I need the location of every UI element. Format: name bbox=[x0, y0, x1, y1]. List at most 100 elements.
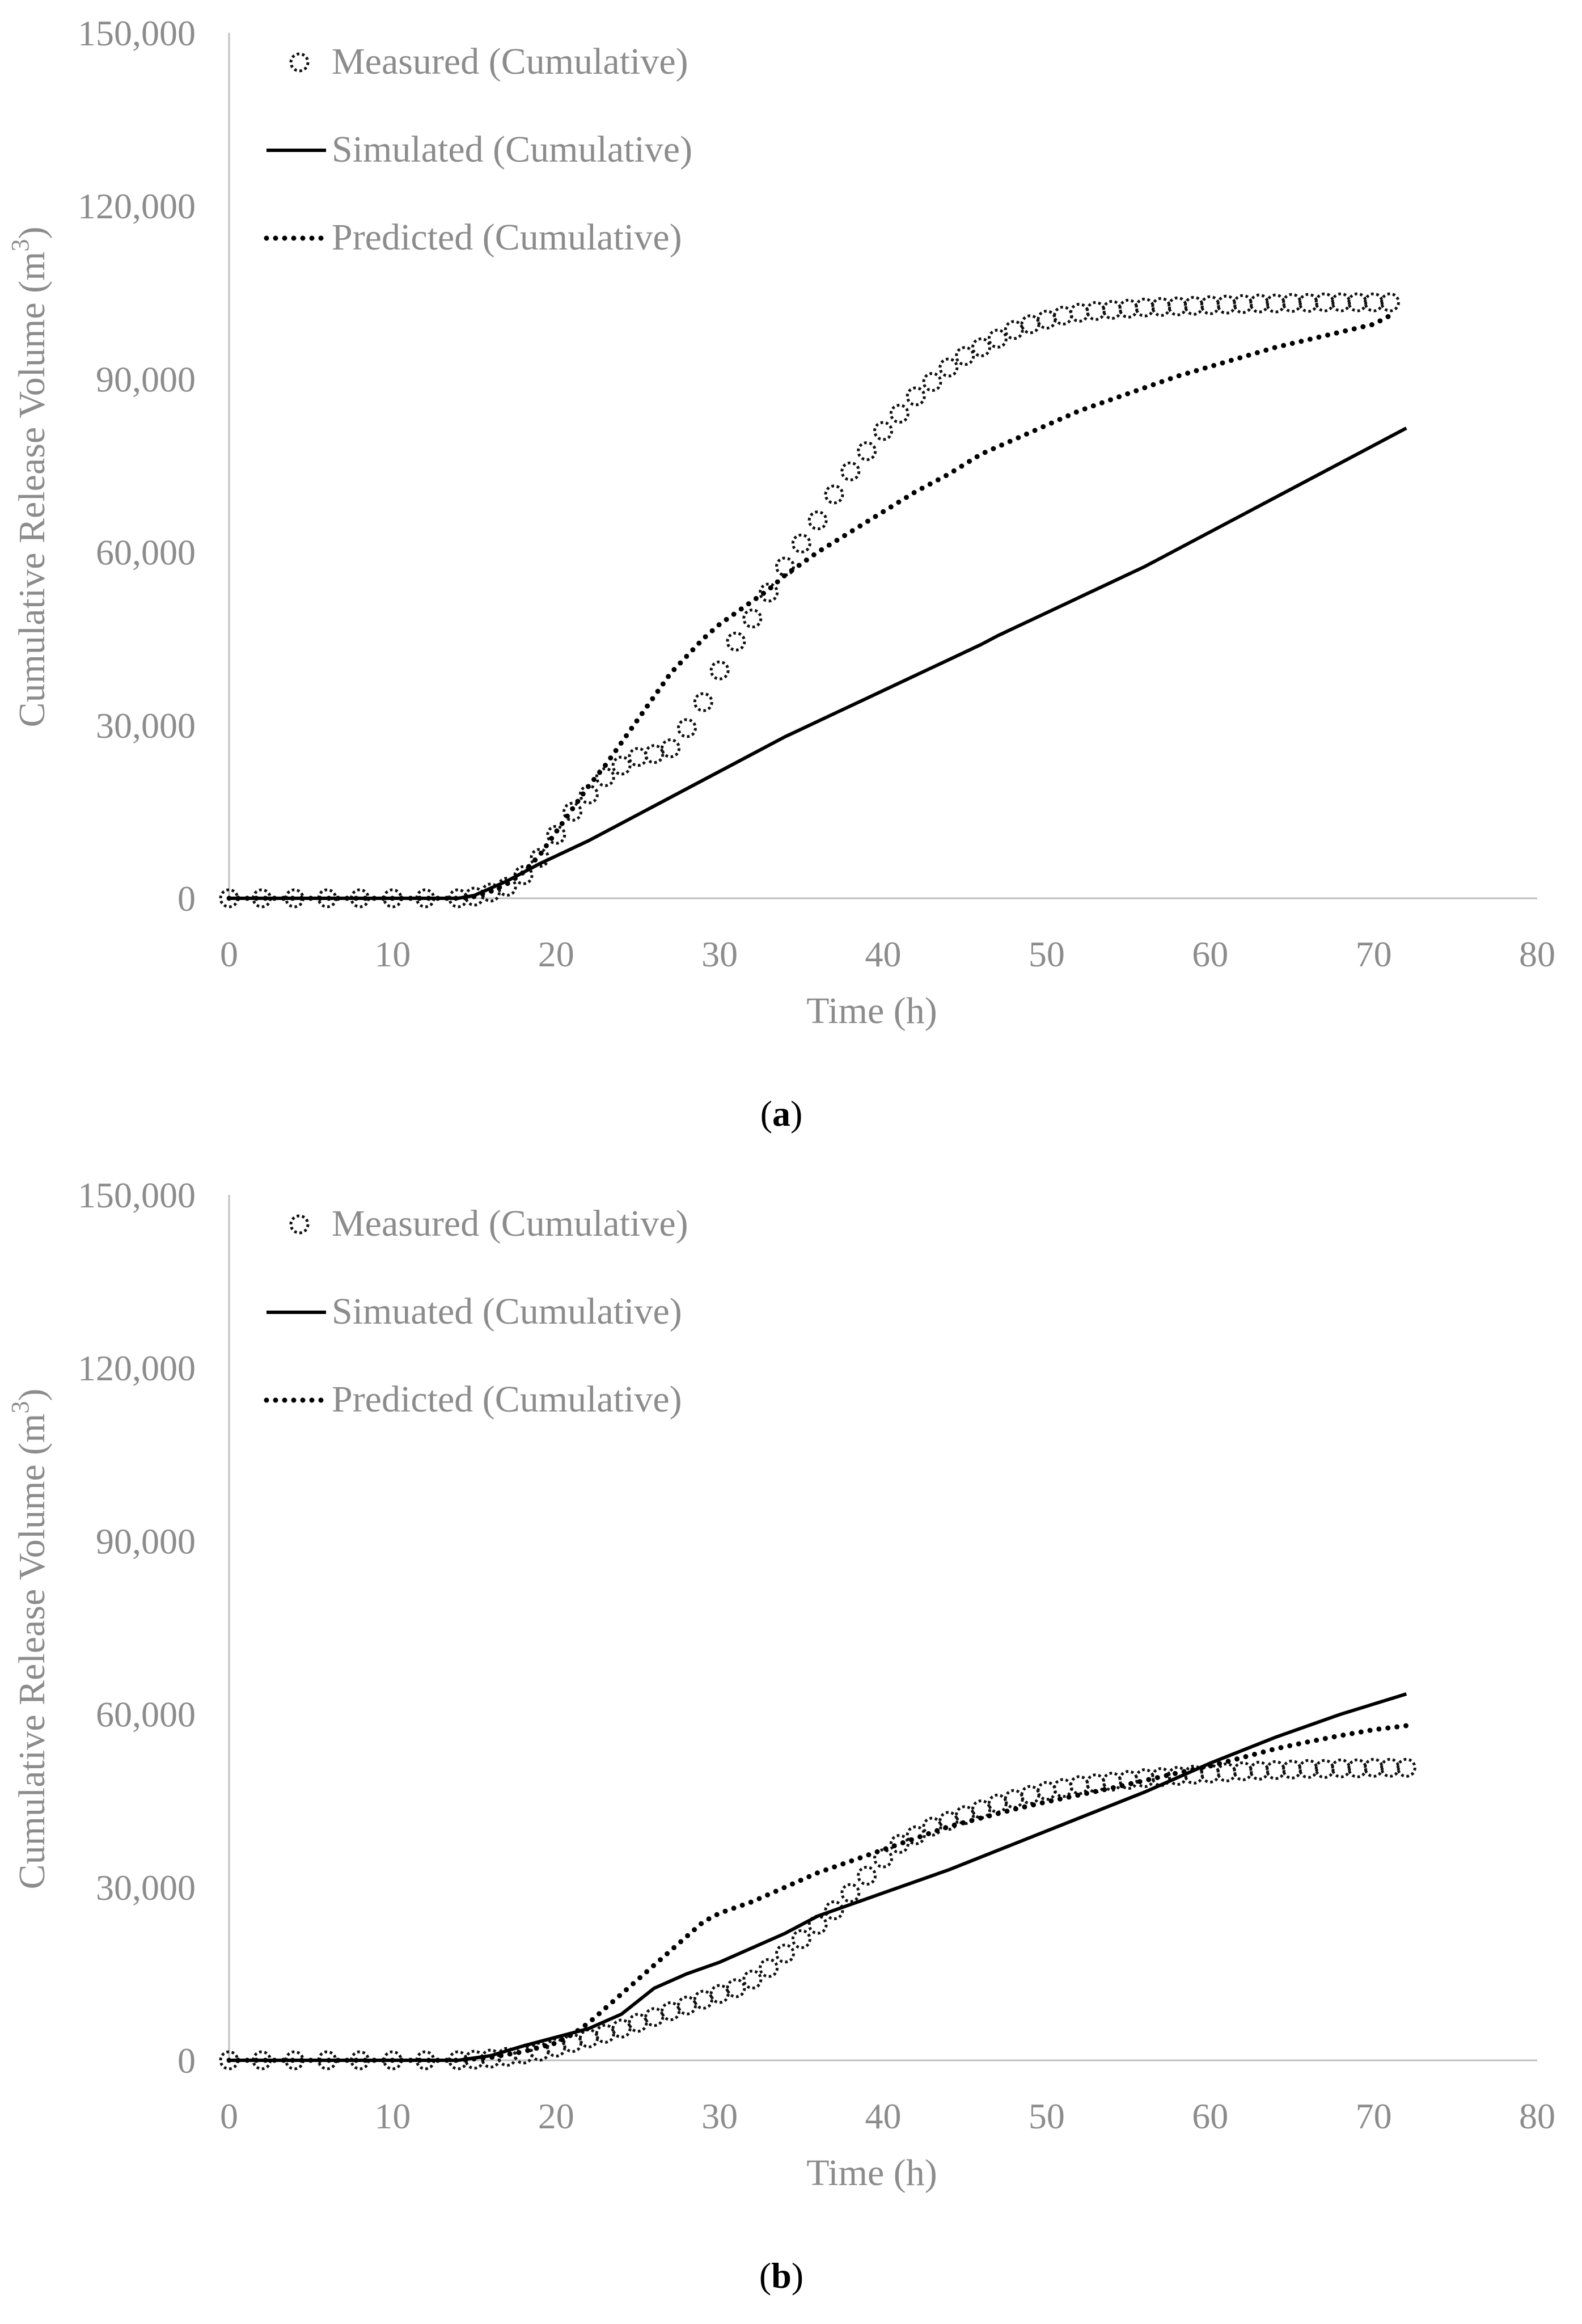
measured-point bbox=[922, 371, 942, 392]
legend-label: Predicted (Cumulative) bbox=[332, 217, 682, 258]
measured-point bbox=[644, 744, 665, 764]
y-tick-label: 150,000 bbox=[78, 1175, 196, 1215]
measured-point bbox=[857, 441, 877, 462]
measured-point bbox=[791, 1929, 811, 1949]
measured-point bbox=[1233, 294, 1253, 314]
measured-point bbox=[906, 1825, 926, 1845]
measured-point bbox=[1183, 295, 1204, 316]
measured-point bbox=[1314, 1759, 1335, 1779]
measured-point bbox=[840, 1883, 861, 1903]
measured-point bbox=[611, 2018, 632, 2039]
measured-point bbox=[1380, 1757, 1400, 1778]
legend-item-measured: Measured (Cumulative) bbox=[289, 1203, 688, 1244]
measured-point bbox=[1249, 293, 1270, 314]
measured-point bbox=[676, 1995, 697, 2015]
y-axis-title-close: ) bbox=[11, 227, 53, 239]
measured-point bbox=[1233, 1761, 1253, 1781]
y-axis-title-sup: 3 bbox=[6, 239, 34, 252]
measured-point bbox=[726, 1978, 746, 1998]
series-measured-points bbox=[219, 1757, 1416, 2071]
measured-point bbox=[889, 1834, 910, 1854]
measured-point bbox=[873, 421, 893, 441]
measured-point bbox=[857, 1865, 877, 1886]
x-tick-label: 60 bbox=[1192, 934, 1228, 974]
measured-point bbox=[480, 2048, 501, 2069]
caption-open-paren: ( bbox=[759, 2255, 771, 2296]
measured-point bbox=[938, 357, 959, 378]
x-tick-label: 60 bbox=[1192, 2096, 1228, 2136]
y-tick-label: 60,000 bbox=[96, 533, 196, 573]
measured-point bbox=[1151, 297, 1171, 317]
x-tick-label: 40 bbox=[865, 934, 902, 974]
measured-point bbox=[497, 2047, 517, 2067]
legend-label: Measured (Cumulative) bbox=[332, 41, 688, 82]
legend-label: Simulated (Cumulative) bbox=[332, 129, 692, 170]
series-simuated-line bbox=[229, 1692, 1407, 2062]
caption-close-paren: ) bbox=[790, 1093, 802, 1134]
legend-label: Simuated (Cumulative) bbox=[332, 1291, 682, 1332]
measured-point bbox=[938, 1811, 959, 1831]
legend-label: Measured (Cumulative) bbox=[332, 1203, 688, 1244]
measured-point bbox=[955, 346, 975, 366]
measured-point bbox=[1020, 1785, 1040, 1805]
measured-point bbox=[546, 825, 566, 845]
measured-point bbox=[1037, 310, 1057, 330]
measured-point bbox=[873, 1848, 893, 1869]
measured-point bbox=[775, 1943, 795, 1964]
measured-point bbox=[1053, 1778, 1073, 1798]
measured-point bbox=[922, 1816, 942, 1837]
x-tick-label: 10 bbox=[374, 934, 411, 974]
measured-point bbox=[759, 1958, 779, 1978]
measured-point bbox=[1118, 298, 1139, 319]
x-tick-label: 70 bbox=[1356, 934, 1392, 974]
series-predicted-line bbox=[226, 312, 1393, 901]
measured-point bbox=[513, 865, 534, 885]
x-tick-label: 50 bbox=[1029, 934, 1065, 974]
measured-point bbox=[1216, 294, 1237, 315]
measured-point bbox=[1314, 292, 1335, 312]
measured-point bbox=[661, 2001, 681, 2022]
measured-point bbox=[1085, 301, 1106, 321]
measured-point bbox=[611, 755, 632, 776]
x-tick-label: 10 bbox=[374, 2096, 411, 2136]
measured-point bbox=[709, 1984, 730, 2004]
measured-point bbox=[1281, 293, 1302, 313]
measured-point bbox=[1298, 293, 1318, 313]
x-axis-title: Time (h) bbox=[806, 990, 937, 1032]
y-axis-title-close: ) bbox=[11, 1389, 53, 1401]
measured-point bbox=[480, 882, 501, 903]
measured-point bbox=[1298, 1759, 1318, 1779]
x-axis-title: Time (h) bbox=[806, 2152, 937, 2194]
measured-point bbox=[971, 337, 992, 357]
measured-point bbox=[1069, 1775, 1090, 1795]
legend-item-predicted: Predicted (Cumulative) bbox=[264, 1379, 682, 1420]
measured-point bbox=[1331, 1758, 1351, 1778]
measured-point bbox=[824, 484, 844, 505]
y-tick-label: 0 bbox=[177, 2040, 196, 2081]
measured-point bbox=[578, 2028, 599, 2048]
measured-point bbox=[693, 692, 713, 712]
measured-point bbox=[1004, 1789, 1024, 1809]
measured-point bbox=[562, 2033, 583, 2053]
measured-point bbox=[1347, 1758, 1368, 1778]
panel-caption: (b) bbox=[759, 2255, 803, 2296]
measured-point bbox=[987, 328, 1008, 349]
x-tick-label: 20 bbox=[538, 2096, 574, 2136]
legend-label: Predicted (Cumulative) bbox=[332, 1379, 682, 1420]
measured-point bbox=[742, 609, 763, 629]
series-simulated-line bbox=[229, 426, 1407, 900]
chart-panel-a: 0 30,000 60,000 90,000 120,000 150,000 0 10 20 30… bbox=[6, 13, 1555, 1134]
y-tick-label: 90,000 bbox=[96, 359, 196, 399]
legend-marker-measured bbox=[289, 1214, 310, 1235]
legend-item-simuated: Simuated (Cumulative) bbox=[267, 1291, 682, 1332]
measured-point bbox=[1281, 1759, 1302, 1780]
y-axis-title: Cumulative Release Volume (m3) bbox=[6, 1389, 53, 1890]
x-tick-label: 70 bbox=[1356, 2096, 1392, 2136]
y-tick-label: 150,000 bbox=[78, 13, 196, 53]
y-tick-label: 90,000 bbox=[96, 1521, 196, 1561]
measured-point bbox=[1396, 1757, 1416, 1778]
measured-point bbox=[1380, 292, 1400, 312]
measured-point bbox=[595, 767, 615, 787]
x-tick-label: 80 bbox=[1519, 934, 1555, 974]
chart-b: 0 30,000 60,000 90,000 120,000 150,000 0 10 20 30… bbox=[6, 1175, 1555, 2296]
